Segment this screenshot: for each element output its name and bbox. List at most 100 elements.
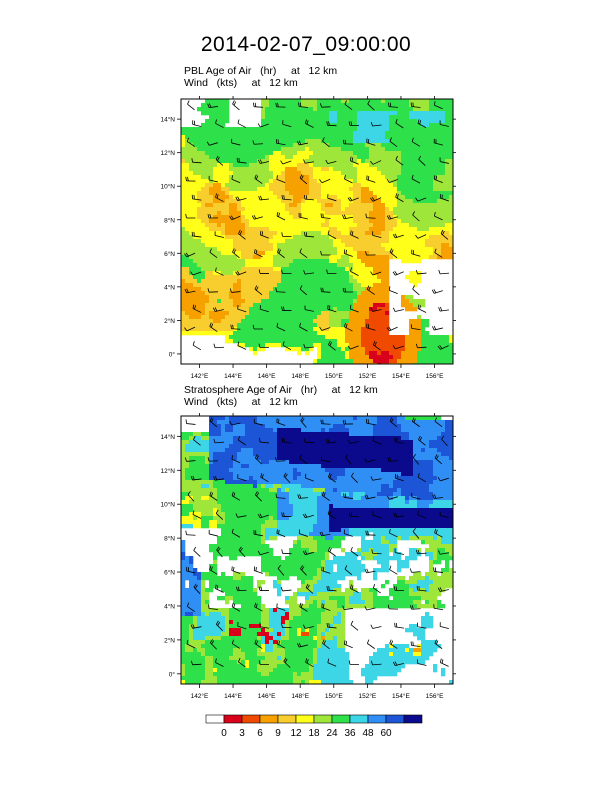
wind-barb	[185, 176, 196, 182]
panel1-title: PBL Age of Air (hr) at 12 km Wind (kts) a…	[184, 65, 337, 89]
wind-barb	[238, 229, 246, 240]
wind-barb	[366, 138, 376, 146]
wind-barbs-1	[184, 417, 450, 668]
colorbar-swatch	[349, 714, 369, 724]
stratosphere-age-map: 142°E 144°E 146°E 148°E 150°E 152°E 154°E 156°E…	[160, 413, 456, 700]
wind-barb	[212, 307, 224, 312]
field-0	[181, 99, 453, 364]
colorbar-label: 0	[221, 728, 227, 739]
wind-barb	[364, 494, 376, 500]
wind-barb	[254, 454, 263, 465]
wind-barb	[299, 174, 308, 185]
wind-barb	[276, 418, 286, 426]
wind-barb	[192, 304, 202, 313]
wind-barb	[388, 102, 399, 108]
wind-barb	[229, 421, 241, 426]
y-tick-label: 14°N	[160, 433, 175, 441]
wind-barb	[281, 194, 292, 201]
wind-barb	[298, 102, 309, 108]
wind-barb	[277, 565, 285, 576]
wind-barb	[415, 197, 427, 202]
wind-barb	[215, 267, 224, 276]
colorbar-label: 9	[275, 728, 281, 739]
wind-barb	[276, 211, 286, 221]
wind-barb	[342, 419, 354, 425]
wind-barb	[440, 658, 449, 667]
wind-barb	[275, 287, 286, 293]
wind-barb	[326, 586, 337, 592]
wind-barb	[439, 622, 449, 630]
wind-barb	[257, 159, 269, 164]
wind-barb	[438, 306, 450, 312]
wind-barb	[322, 137, 330, 148]
colorbar-label: 24	[326, 728, 338, 739]
wind-barb	[343, 249, 353, 257]
wind-barb	[231, 528, 241, 538]
wind-barb	[253, 530, 263, 537]
wind-barb	[322, 639, 330, 650]
wind-barb	[298, 212, 308, 220]
wind-barb	[303, 438, 315, 443]
wind-barb	[386, 495, 398, 500]
colorbar-label: 36	[344, 728, 356, 739]
wind-barb	[327, 546, 336, 557]
wind-barb	[282, 341, 292, 351]
wind-barb	[439, 157, 449, 164]
wind-barb	[253, 418, 263, 426]
panel2-title-line2: Wind (kts) at 12 km	[184, 396, 298, 408]
wind-barb	[394, 622, 405, 629]
wind-barb	[210, 639, 217, 650]
wind-barb	[437, 345, 449, 350]
wind-barb	[305, 119, 314, 128]
colorbar-swatch	[277, 714, 297, 724]
wind-barb	[299, 322, 308, 332]
y-tick-label: 10°N	[160, 183, 175, 191]
wind-barb	[366, 323, 376, 331]
field-1	[181, 416, 453, 684]
wind-barb	[365, 530, 376, 536]
wind-barb	[231, 566, 241, 574]
wind-barb	[349, 304, 359, 313]
wind-barb	[327, 194, 337, 202]
wind-barb	[433, 101, 443, 110]
wind-barb	[433, 604, 444, 611]
x-tick-label: 150°E	[325, 372, 343, 380]
colorbar-swatch	[403, 714, 423, 724]
colorbar-swatch	[241, 714, 261, 724]
wind-barb	[283, 657, 291, 668]
wind-barb	[231, 602, 241, 612]
wind-barb	[392, 233, 404, 239]
wind-barb	[184, 457, 196, 462]
wind-barb	[209, 491, 218, 501]
wind-barb	[349, 156, 359, 165]
colorbar-swatch	[313, 714, 333, 724]
wind-barb	[300, 565, 307, 576]
wind-barb	[235, 196, 247, 202]
wind-barb	[237, 622, 247, 630]
wind-barb	[434, 639, 443, 649]
x-tick-label: 156°E	[426, 372, 444, 380]
wind-barb	[254, 491, 262, 502]
wind-barb	[281, 549, 292, 555]
wind-barb	[299, 454, 308, 465]
wind-barb	[281, 437, 292, 444]
wind-barb	[281, 269, 292, 275]
y-tick-label: 2°N	[164, 636, 175, 644]
wind-barb	[434, 454, 443, 465]
wind-barb	[232, 100, 240, 111]
wind-barbs-0	[184, 100, 450, 351]
x-tick-label: 144°E	[224, 372, 242, 380]
wind-barb	[319, 531, 331, 537]
y-tick-label: 12°N	[160, 467, 175, 475]
wind-barb	[207, 103, 219, 108]
wind-barb	[230, 324, 241, 330]
colorbar-swatch	[223, 714, 243, 724]
wind-barb	[231, 639, 240, 649]
colorbar-swatch	[205, 714, 225, 724]
wind-barb	[366, 285, 375, 295]
wind-barb	[431, 289, 443, 294]
wind-barb	[274, 457, 286, 462]
wind-barb	[215, 658, 224, 667]
wind-barb	[412, 528, 420, 539]
